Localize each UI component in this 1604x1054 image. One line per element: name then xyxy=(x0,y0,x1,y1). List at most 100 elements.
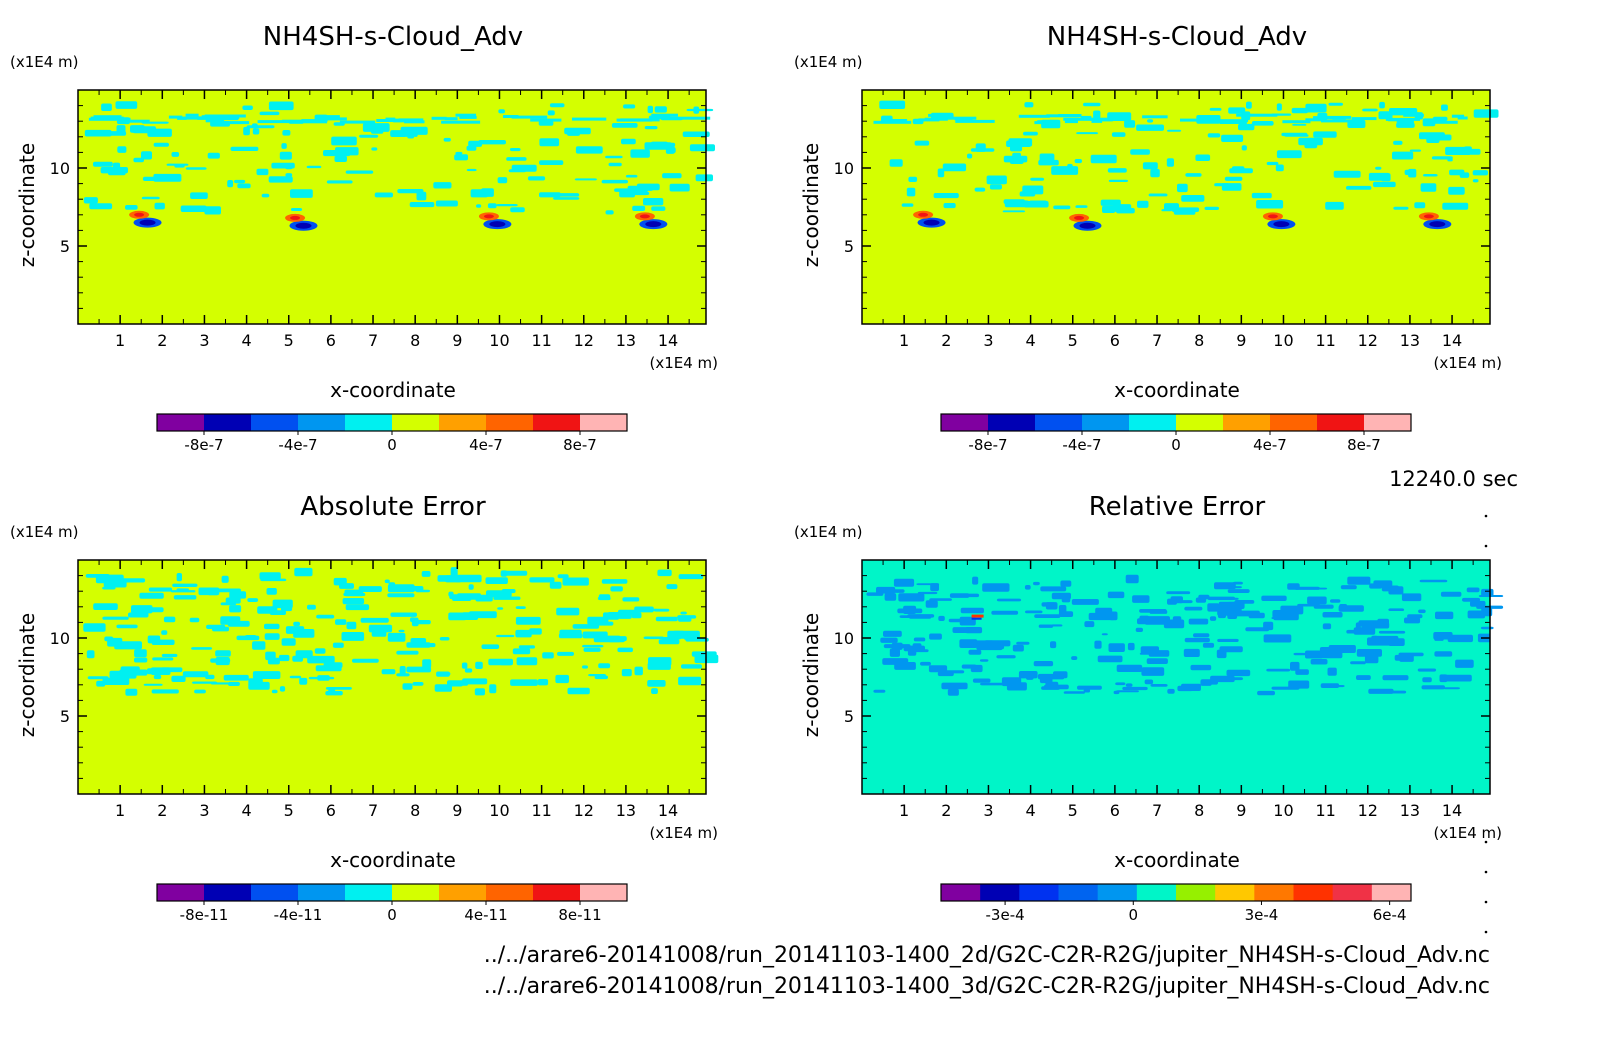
texture-patch xyxy=(1313,604,1334,609)
colorbar-swatch xyxy=(251,884,299,901)
texture-patch xyxy=(937,168,945,178)
texture-patch xyxy=(307,604,316,610)
x-tick-label: 11 xyxy=(1315,331,1335,350)
texture-patch xyxy=(134,657,148,663)
texture-patch xyxy=(1219,646,1243,653)
texture-patch xyxy=(1071,656,1078,660)
texture-patch xyxy=(1094,640,1102,649)
texture-patch xyxy=(1074,159,1082,164)
texture-patch xyxy=(1322,623,1332,630)
texture-patch xyxy=(160,667,183,673)
texture-patch xyxy=(281,638,296,646)
texture-patch xyxy=(213,117,239,121)
x-tick-label: 8 xyxy=(410,801,420,820)
texture-patch xyxy=(1097,655,1123,663)
y-tick-label: 10 xyxy=(50,629,70,648)
texture-patch xyxy=(176,588,189,591)
colorbar-swatch xyxy=(345,414,393,431)
texture-patch xyxy=(112,162,121,171)
texture-patch xyxy=(217,115,234,119)
colorbar-swatch xyxy=(486,414,534,431)
texture-patch xyxy=(1332,116,1346,120)
texture-patch xyxy=(991,610,1019,615)
texture-patch xyxy=(400,126,428,135)
x-tick-label: 9 xyxy=(452,801,462,820)
x-tick-label: 3 xyxy=(199,801,209,820)
colorbar-swatch xyxy=(392,414,440,431)
texture-patch xyxy=(478,140,506,145)
texture-patch xyxy=(1401,593,1422,602)
field-texture xyxy=(83,567,719,696)
texture-patch xyxy=(474,688,485,696)
texture-patch xyxy=(294,567,313,577)
texture-patch xyxy=(371,631,387,637)
texture-patch xyxy=(1050,641,1057,649)
texture-patch xyxy=(1166,158,1174,167)
texture-patch xyxy=(880,637,898,643)
texture-patch xyxy=(1185,173,1202,177)
texture-patch xyxy=(1144,616,1170,625)
texture-patch xyxy=(1305,118,1326,122)
texture-patch xyxy=(85,574,110,578)
texture-patch xyxy=(485,577,508,584)
texture-patch xyxy=(1241,145,1247,151)
texture-patch xyxy=(1115,682,1126,686)
colorbar-swatch xyxy=(157,414,205,431)
texture-patch xyxy=(1132,595,1150,603)
texture-patch xyxy=(444,117,458,121)
y-tick-label: 5 xyxy=(844,707,854,726)
texture-patch xyxy=(929,598,952,601)
texture-patch xyxy=(510,679,538,686)
texture-patch xyxy=(225,597,241,604)
texture-patch xyxy=(1130,149,1150,155)
texture-patch xyxy=(1480,626,1494,630)
texture-patch xyxy=(678,676,702,686)
colorbar-swatch xyxy=(1332,884,1373,901)
texture-patch xyxy=(1245,627,1270,632)
texture-patch xyxy=(243,126,250,136)
texture-patch xyxy=(441,120,481,124)
texture-patch xyxy=(371,147,378,151)
texture-patch xyxy=(1368,172,1390,181)
texture-patch xyxy=(399,666,406,675)
texture-patch xyxy=(496,634,515,638)
texture-patch xyxy=(1472,179,1479,183)
texture-patch xyxy=(1053,205,1071,210)
texture-patch xyxy=(465,576,478,580)
texture-patch xyxy=(431,116,447,120)
texture-patch xyxy=(893,578,915,587)
texture-patch xyxy=(1228,107,1246,114)
texture-patch xyxy=(102,616,129,620)
texture-patch xyxy=(1147,119,1154,123)
texture-patch xyxy=(476,204,482,208)
texture-patch xyxy=(929,633,942,640)
feature-blob xyxy=(1273,221,1290,228)
texture-patch xyxy=(643,198,664,206)
margin-dot xyxy=(1484,900,1488,904)
texture-patch xyxy=(941,682,968,690)
texture-patch xyxy=(289,120,304,124)
texture-patch xyxy=(1322,612,1343,618)
colorbar-swatch xyxy=(439,414,487,431)
texture-patch xyxy=(259,572,281,580)
texture-patch xyxy=(1161,209,1172,212)
x-axis-unit: (x1E4 m) xyxy=(1433,354,1502,372)
texture-patch xyxy=(84,129,112,137)
texture-patch xyxy=(1067,163,1073,172)
feature-blob xyxy=(134,212,145,217)
texture-patch xyxy=(1107,591,1125,599)
texture-patch xyxy=(173,595,197,600)
texture-patch xyxy=(435,200,458,207)
texture-patch xyxy=(220,602,237,606)
texture-patch xyxy=(913,637,926,642)
texture-patch xyxy=(443,137,451,142)
texture-patch xyxy=(512,648,531,655)
texture-patch xyxy=(1234,600,1255,604)
texture-patch xyxy=(1261,595,1287,601)
x-tick-label: 8 xyxy=(1194,801,1204,820)
x-tick-label: 11 xyxy=(1315,801,1335,820)
texture-patch xyxy=(965,627,983,634)
texture-patch xyxy=(345,170,374,174)
texture-patch xyxy=(1227,611,1238,619)
